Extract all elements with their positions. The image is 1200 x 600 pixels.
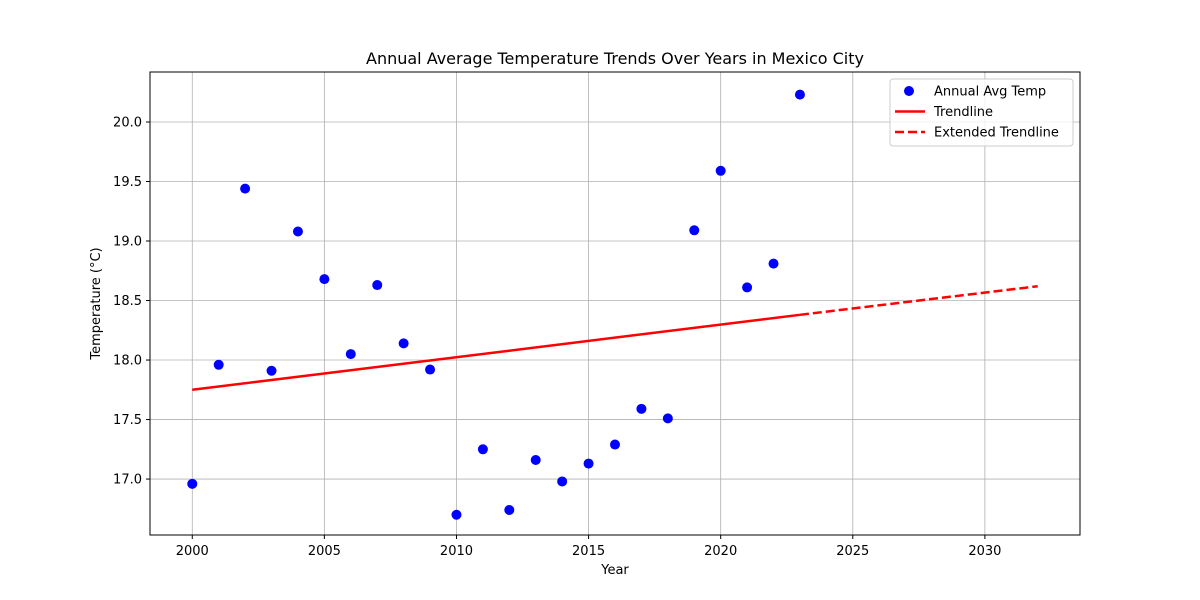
- data-point: [477, 444, 488, 455]
- extended-trendline: [799, 285, 1038, 317]
- y-tick-label: 19.5: [113, 175, 142, 190]
- data-point: [742, 282, 753, 293]
- x-tick-label: 2015: [572, 544, 605, 559]
- y-tick-label: 17.0: [113, 473, 142, 488]
- legend-label: Trendline: [933, 105, 993, 120]
- x-tick-label: 2020: [704, 544, 737, 559]
- series-layer: [187, 89, 1038, 520]
- data-point: [689, 225, 700, 236]
- data-point: [345, 349, 356, 360]
- y-tick-label: 19.0: [113, 235, 142, 250]
- legend-entry: Trendline: [895, 105, 993, 120]
- legend-entry: Extended Trendline: [895, 126, 1059, 141]
- chart-title: Annual Average Temperature Trends Over Y…: [366, 49, 864, 68]
- data-point: [319, 274, 330, 285]
- data-point: [451, 509, 462, 520]
- plot-area-frame: [149, 71, 1081, 536]
- y-tick-label: 17.5: [113, 413, 142, 428]
- data-point: [768, 258, 779, 269]
- data-point: [610, 439, 620, 450]
- legend: Annual Avg Temp Trendline Extended Trendli…: [889, 78, 1074, 147]
- data-point: [557, 476, 568, 487]
- data-point: [715, 165, 726, 176]
- trendline: [192, 313, 801, 392]
- y-axis-label: Temperature (°C): [89, 247, 104, 360]
- data-point: [530, 455, 541, 466]
- data-point: [372, 280, 383, 291]
- y-tick-label: 20.0: [113, 115, 142, 130]
- legend-entry: Annual Avg Temp: [904, 85, 1046, 100]
- data-point: [504, 505, 515, 516]
- data-point: [398, 338, 409, 349]
- legend-label: Annual Avg Temp: [934, 85, 1046, 100]
- data-point: [636, 403, 647, 414]
- legend-marker: [904, 86, 914, 96]
- x-tick-label: 2010: [440, 544, 473, 559]
- data-point: [240, 183, 251, 194]
- data-point: [266, 365, 277, 376]
- y-axis-ticks: 17.0 17.5 18.0 18.5 19.0 19.5 20.0: [113, 115, 150, 488]
- legend-box: [889, 78, 1074, 147]
- x-tick-label: 2030: [968, 544, 1001, 559]
- legend-label: Extended Trendline: [934, 126, 1059, 141]
- data-point: [292, 226, 303, 237]
- y-tick-label: 18.0: [113, 354, 142, 369]
- x-axis-label: Year: [600, 563, 629, 578]
- x-tick-label: 2000: [176, 544, 209, 559]
- data-point: [187, 478, 198, 489]
- data-point: [583, 458, 594, 469]
- data-point: [662, 413, 673, 424]
- data-point: [213, 359, 224, 370]
- y-tick-label: 18.5: [113, 294, 142, 309]
- data-point: [425, 364, 436, 375]
- x-axis-ticks: 2000 2005 2010 2015 2020 2025 2030: [176, 535, 1001, 559]
- x-tick-label: 2025: [836, 544, 869, 559]
- data-point: [794, 89, 805, 100]
- x-tick-label: 2005: [308, 544, 341, 559]
